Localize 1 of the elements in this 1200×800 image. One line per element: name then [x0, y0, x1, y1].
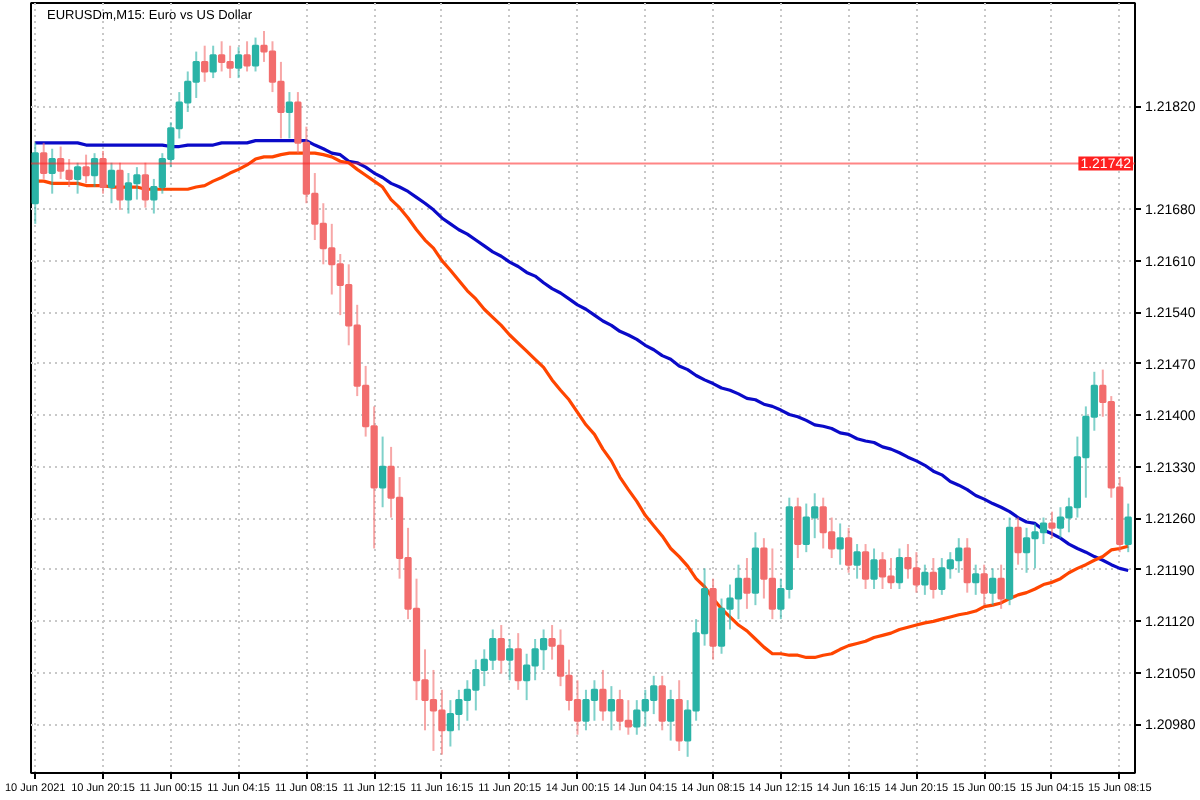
line-series — [33, 151, 1130, 660]
